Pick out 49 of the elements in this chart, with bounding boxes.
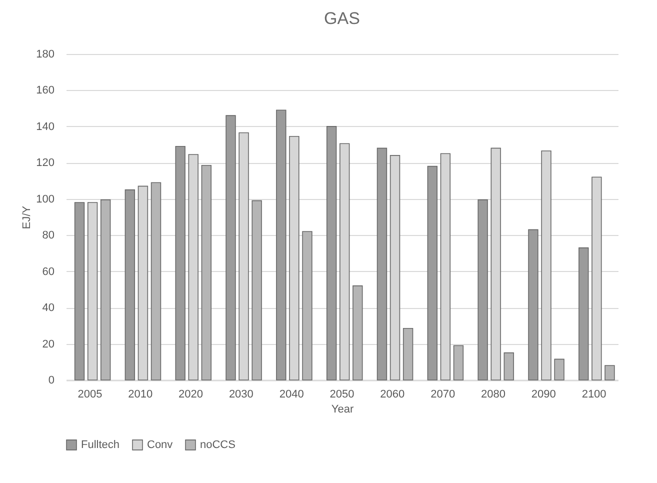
bar bbox=[226, 115, 236, 380]
legend-label: Conv bbox=[147, 438, 174, 451]
bar bbox=[352, 285, 363, 380]
bar bbox=[427, 166, 438, 380]
x-tick-label: 2010 bbox=[128, 388, 153, 400]
y-tick-label: 140 bbox=[36, 120, 54, 133]
chart-title: GAS bbox=[324, 9, 360, 28]
y-tick-label: 80 bbox=[42, 230, 54, 242]
bar bbox=[604, 365, 615, 380]
bar bbox=[124, 189, 136, 380]
y-tick-label: 160 bbox=[36, 84, 54, 97]
legend-label: Fulltech bbox=[81, 438, 120, 451]
bar bbox=[402, 328, 414, 380]
bar bbox=[504, 352, 514, 380]
y-tick-label: 100 bbox=[36, 193, 54, 206]
y-tick-label: 120 bbox=[36, 157, 54, 170]
x-tick-label: 2050 bbox=[330, 388, 354, 400]
bar bbox=[276, 110, 286, 380]
bar bbox=[478, 199, 488, 380]
bar bbox=[528, 229, 538, 380]
y-tick-label: 60 bbox=[42, 266, 54, 278]
y-tick-label: 180 bbox=[36, 48, 54, 60]
y-tick-label: 0 bbox=[48, 374, 54, 386]
x-tick-label: 2040 bbox=[279, 388, 304, 400]
bar bbox=[326, 126, 337, 380]
bar bbox=[578, 247, 589, 380]
x-tick-label: 2060 bbox=[380, 388, 405, 400]
bar bbox=[201, 164, 212, 380]
y-tick-label: 20 bbox=[42, 338, 54, 350]
bar bbox=[74, 202, 85, 380]
x-tick-label: 2100 bbox=[582, 388, 606, 400]
x-tick-label: 2030 bbox=[228, 388, 254, 400]
x-tick-label: 2005 bbox=[78, 388, 102, 400]
bar bbox=[150, 182, 162, 380]
bar bbox=[302, 231, 312, 380]
x-tick-label: 2080 bbox=[480, 388, 506, 400]
bar bbox=[453, 345, 464, 380]
legend-label: noCCS bbox=[200, 438, 236, 451]
bar bbox=[175, 146, 186, 380]
y-tick-label: 40 bbox=[42, 302, 54, 314]
bar bbox=[376, 148, 388, 380]
bar bbox=[252, 200, 262, 380]
x-tick-label: 2020 bbox=[178, 388, 204, 400]
x-tick-label: 2090 bbox=[531, 388, 556, 400]
x-axis-title: Year bbox=[331, 404, 354, 416]
x-tick-label: 2070 bbox=[430, 388, 456, 400]
bar bbox=[554, 358, 564, 380]
bar bbox=[100, 199, 111, 380]
y-axis-title: EJ/Y bbox=[21, 205, 34, 230]
